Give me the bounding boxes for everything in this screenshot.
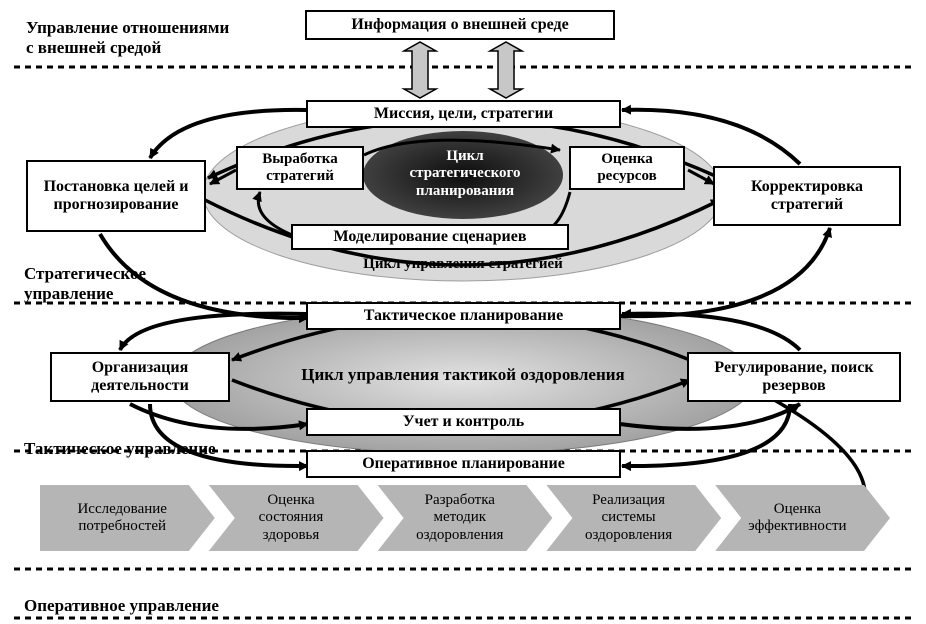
process-step-label: Реализация системы оздоровления — [554, 489, 703, 547]
box-model-scenarios: Моделирование сценариев — [291, 224, 569, 250]
label-strategy-cycle: Цикл управления стратегией — [308, 256, 618, 273]
box-external-info: Информация о внешней среде — [305, 10, 615, 40]
process-step-label: Исследование потребностей — [48, 489, 197, 547]
box-accounting: Учет и контроль — [306, 408, 621, 436]
process-step-label: Оценка эффективности — [723, 489, 872, 547]
box-develop-strategies: Выработка стратегий — [236, 146, 364, 190]
box-mission: Миссия, цели, стратегии — [306, 100, 621, 128]
label-inner-cycle: Цикл стратегического планирования — [398, 148, 532, 200]
process-step-label: Оценка состояния здоровья — [217, 489, 366, 547]
box-tactical-planning: Тактическое планирование — [306, 302, 621, 330]
section-env-label: Управление отношениями с внешней средой — [26, 18, 229, 58]
box-goals: Постановка целей и прогнозирование — [26, 160, 206, 232]
box-correct-strategies: Корректировка стратегий — [713, 166, 901, 226]
section-operational-label: Оперативное управление — [24, 596, 219, 616]
box-regulation: Регулирование, поиск резервов — [687, 352, 901, 402]
box-resource-eval: Оценка ресурсов — [569, 146, 685, 190]
process-step-label: Разработка методик оздоровления — [385, 489, 534, 547]
box-operational-plan: Оперативное планирование — [306, 450, 621, 478]
box-org-activity: Организация деятельности — [50, 352, 230, 402]
section-tactical-label: Тактическое управление — [24, 439, 216, 459]
label-tactic-cycle: Цикл управления тактикой оздоровления — [246, 365, 680, 385]
section-strategic-label: Стратегическое управление — [24, 264, 146, 304]
